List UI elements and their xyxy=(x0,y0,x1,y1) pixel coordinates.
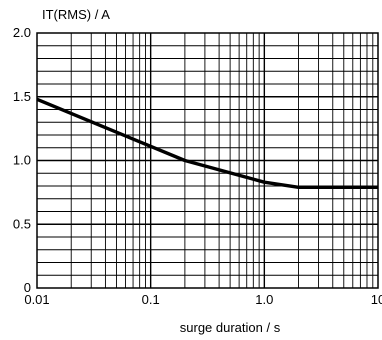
x-tick-label: 0.1 xyxy=(142,292,160,307)
y-axis-label: IT(RMS) / A xyxy=(42,7,110,22)
x-tick-label: 0.01 xyxy=(24,292,49,307)
x-tick-label: 10 xyxy=(371,292,382,307)
x-tick-label: 1.0 xyxy=(255,292,273,307)
grid xyxy=(37,33,378,288)
y-tick-labels: 0 0.5 1.0 1.5 2.0 xyxy=(13,25,31,295)
y-tick-label: 1.5 xyxy=(13,89,31,104)
x-tick-labels: 0.01 0.1 1.0 10 xyxy=(24,292,382,307)
plot-frame xyxy=(36,32,379,289)
x-axis-label: surge duration / s xyxy=(180,320,281,335)
y-tick-label: 2.0 xyxy=(13,25,31,40)
y-tick-label: 1.0 xyxy=(13,153,31,168)
y-tick-label: 0.5 xyxy=(13,216,31,231)
series-line-0 xyxy=(36,97,378,189)
series-layer xyxy=(36,97,378,189)
y-tick-label: 0 xyxy=(24,280,31,295)
